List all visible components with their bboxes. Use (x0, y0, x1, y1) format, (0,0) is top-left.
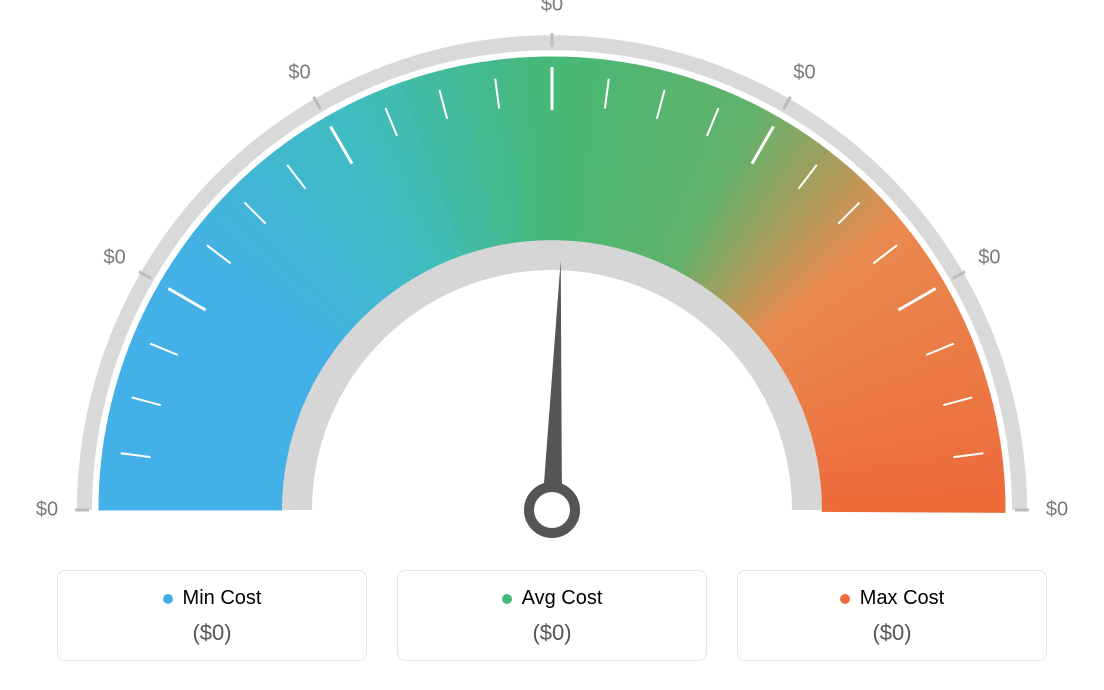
legend-max-dot (840, 594, 850, 604)
legend-min-cost: Min Cost ($0) (57, 570, 367, 661)
gauge-tick-label: $0 (288, 61, 310, 84)
legend-avg-title: Avg Cost (502, 587, 603, 610)
legend-min-value: ($0) (58, 620, 366, 646)
gauge-tick-label: $0 (793, 61, 815, 84)
gauge-tick-label: $0 (541, 0, 563, 17)
gauge-tick-label: $0 (978, 246, 1000, 269)
legend-row: Min Cost ($0) Avg Cost ($0) Max Cost ($0… (0, 570, 1104, 661)
gauge-svg (0, 0, 1104, 560)
legend-min-title: Min Cost (163, 587, 262, 610)
legend-max-cost: Max Cost ($0) (737, 570, 1047, 661)
legend-avg-label: Avg Cost (522, 587, 603, 610)
gauge-tick-label: $0 (104, 246, 126, 269)
legend-max-label: Max Cost (860, 587, 944, 610)
legend-avg-cost: Avg Cost ($0) (397, 570, 707, 661)
legend-avg-value: ($0) (398, 620, 706, 646)
legend-min-label: Min Cost (183, 587, 262, 610)
legend-max-value: ($0) (738, 620, 1046, 646)
legend-max-title: Max Cost (840, 587, 944, 610)
gauge-tick-label: $0 (36, 499, 58, 522)
legend-min-dot (163, 594, 173, 604)
cost-gauge-chart: $0 $0 $0 $0 $0 $0 $0 Min Cost ($0) Avg Cost ($… (0, 0, 1104, 690)
gauge-area: $0 $0 $0 $0 $0 $0 $0 (0, 0, 1104, 560)
gauge-tick-label: $0 (1046, 499, 1068, 522)
legend-avg-dot (502, 594, 512, 604)
